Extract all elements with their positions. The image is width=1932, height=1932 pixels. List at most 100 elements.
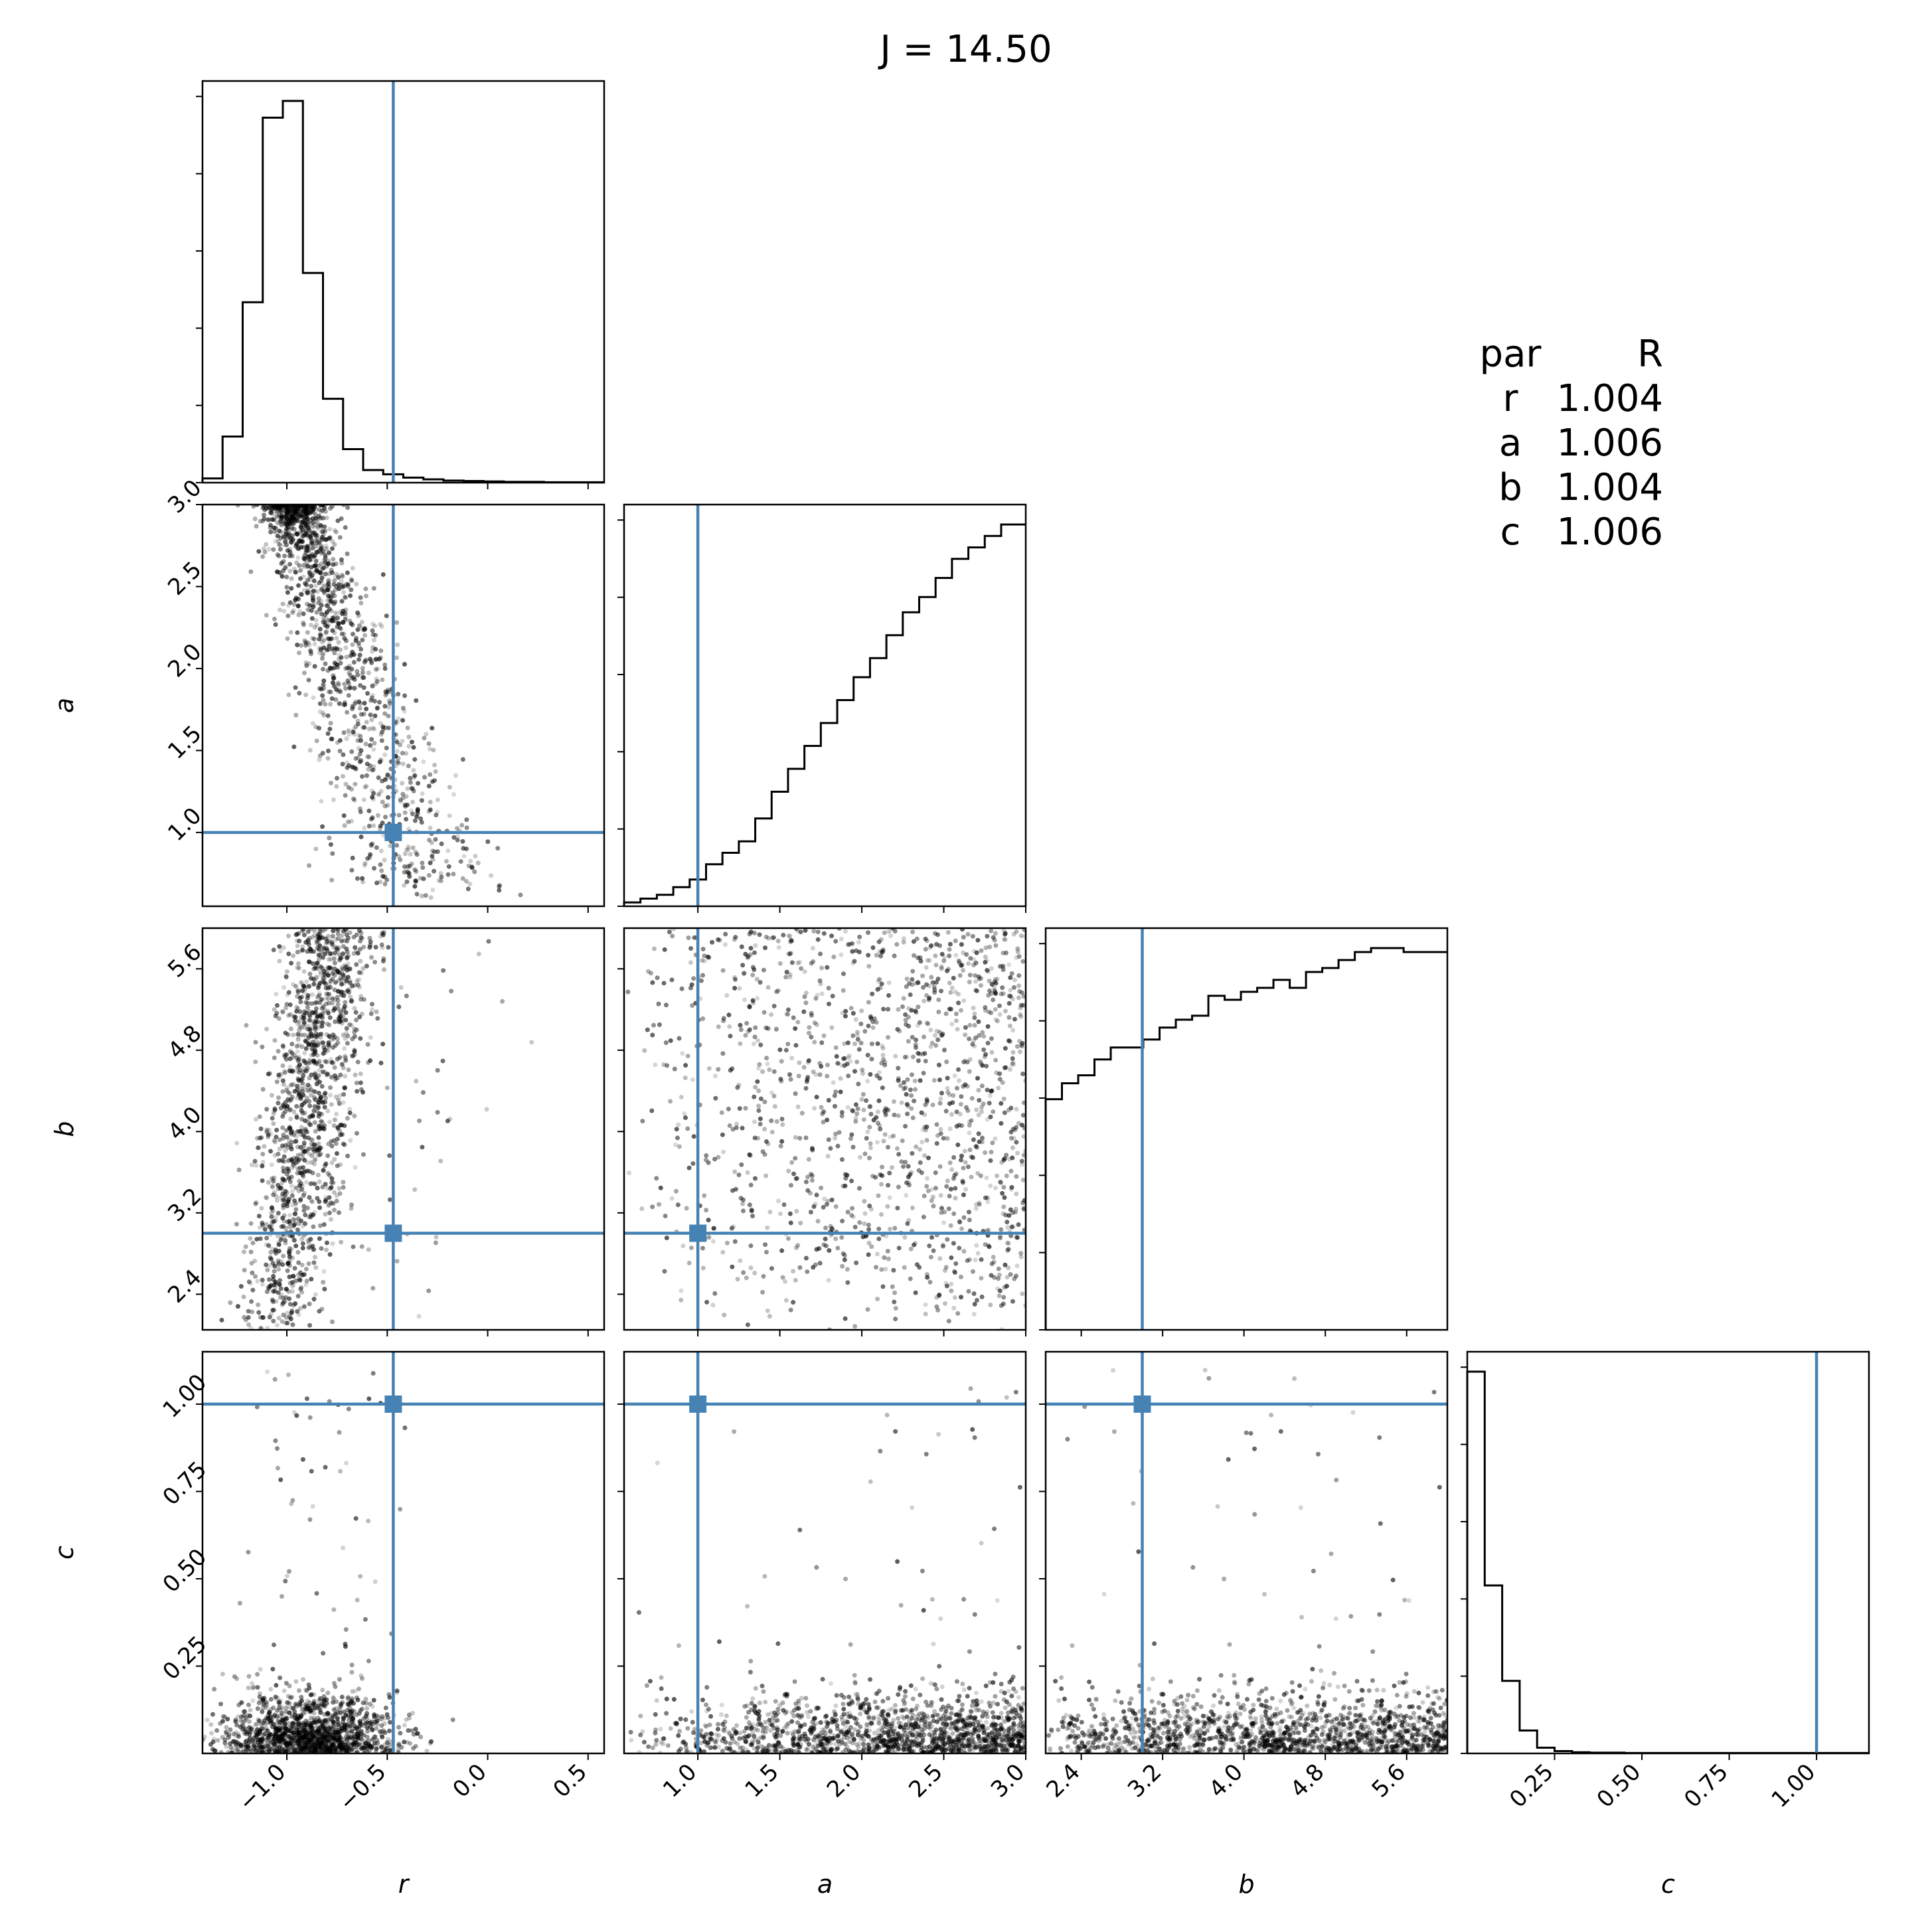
- sample-point: [1017, 989, 1022, 994]
- sample-point: [752, 1094, 757, 1099]
- sample-point: [979, 1109, 984, 1114]
- sample-point: [383, 689, 388, 694]
- sample-point: [289, 540, 294, 545]
- sample-point: [942, 955, 947, 960]
- sample-point: [284, 1103, 289, 1109]
- sample-point: [284, 574, 289, 580]
- sample-point: [337, 1129, 343, 1134]
- sample-point: [869, 1244, 874, 1249]
- sample-point: [902, 1080, 907, 1085]
- sample-point: [412, 757, 418, 762]
- sample-point: [363, 586, 368, 592]
- sample-point: [337, 1191, 343, 1196]
- sample-point: [973, 973, 978, 978]
- sample-point: [350, 566, 355, 571]
- sample-point: [1015, 946, 1020, 951]
- sample-point: [916, 1058, 921, 1064]
- sample-point: [920, 1127, 926, 1133]
- sample-point: [686, 935, 691, 941]
- sample-point: [307, 534, 313, 539]
- sample-point: [361, 627, 366, 633]
- sample-point: [323, 631, 329, 636]
- sample-point: [343, 524, 348, 530]
- sample-point: [296, 1054, 301, 1060]
- sample-point: [313, 1031, 319, 1036]
- sample-point: [1001, 1301, 1006, 1307]
- sample-point: [967, 1130, 972, 1135]
- sample-point: [824, 1202, 829, 1207]
- sample-point: [744, 1020, 750, 1026]
- sample-point: [276, 1100, 281, 1105]
- sample-point: [283, 1680, 289, 1686]
- sample-point: [308, 577, 313, 582]
- sample-point: [253, 1040, 258, 1045]
- sample-point: [303, 1000, 309, 1005]
- sample-point: [368, 939, 373, 945]
- sample-point: [331, 1724, 337, 1729]
- sample-point: [963, 1025, 968, 1030]
- sample-point: [850, 1206, 855, 1211]
- sample-point: [309, 992, 315, 997]
- sample-point: [333, 574, 338, 580]
- sample-point: [752, 1176, 758, 1181]
- sample-point: [835, 1061, 841, 1066]
- sample-point: [311, 598, 316, 604]
- sample-point: [931, 1078, 937, 1083]
- sample-point: [972, 1044, 977, 1049]
- sample-point: [344, 1026, 349, 1031]
- sample-point: [277, 505, 282, 509]
- sample-point: [1014, 1044, 1020, 1049]
- sample-point: [267, 1731, 272, 1736]
- sample-point: [909, 1093, 914, 1098]
- sample-point: [293, 598, 298, 603]
- sample-point: [301, 1220, 306, 1225]
- sample-point: [287, 1064, 293, 1070]
- sample-point: [674, 1127, 679, 1132]
- sample-point: [287, 1259, 292, 1264]
- sample-point: [369, 649, 374, 654]
- sample-point: [349, 1022, 354, 1028]
- sample-point: [331, 676, 336, 681]
- sample-point: [975, 989, 980, 994]
- sample-point: [805, 1077, 810, 1082]
- sample-point: [353, 766, 359, 771]
- sample-point: [283, 1287, 289, 1292]
- sample-point: [359, 647, 364, 652]
- sample-point: [789, 1160, 795, 1165]
- sample-point: [301, 611, 306, 616]
- sample-point: [335, 1036, 340, 1042]
- sample-point: [264, 517, 270, 522]
- sample-point: [243, 1715, 248, 1720]
- sample-point: [947, 1126, 953, 1131]
- sample-point: [370, 767, 376, 772]
- sample-point: [301, 588, 307, 593]
- sample-point: [337, 1749, 343, 1753]
- sample-point: [821, 931, 827, 936]
- sample-point: [842, 1041, 847, 1046]
- sample-point: [344, 964, 349, 969]
- sample-point: [268, 1697, 274, 1702]
- sample-point: [281, 1168, 286, 1174]
- sample-point: [814, 1192, 819, 1198]
- sample-point: [886, 929, 892, 934]
- sample-point: [301, 983, 306, 989]
- sample-point: [326, 957, 331, 962]
- sample-point: [260, 1163, 265, 1168]
- sample-point: [787, 972, 793, 977]
- sample-point: [1017, 1049, 1022, 1054]
- sample-point: [970, 1155, 975, 1161]
- sample-point: [281, 559, 286, 564]
- scatter-panel-r-b: [201, 927, 605, 1331]
- sample-point: [394, 655, 399, 661]
- sample-point: [282, 1197, 287, 1202]
- sample-point: [821, 1119, 826, 1125]
- sample-point: [277, 1707, 282, 1712]
- sample-point: [730, 1264, 735, 1269]
- sample-point: [268, 529, 274, 534]
- sample-point: [484, 1107, 489, 1112]
- sample-point: [402, 708, 407, 714]
- sample-point: [900, 1138, 905, 1143]
- sample-point: [274, 1135, 279, 1140]
- sample-point: [875, 1120, 880, 1125]
- sample-point: [366, 1658, 371, 1664]
